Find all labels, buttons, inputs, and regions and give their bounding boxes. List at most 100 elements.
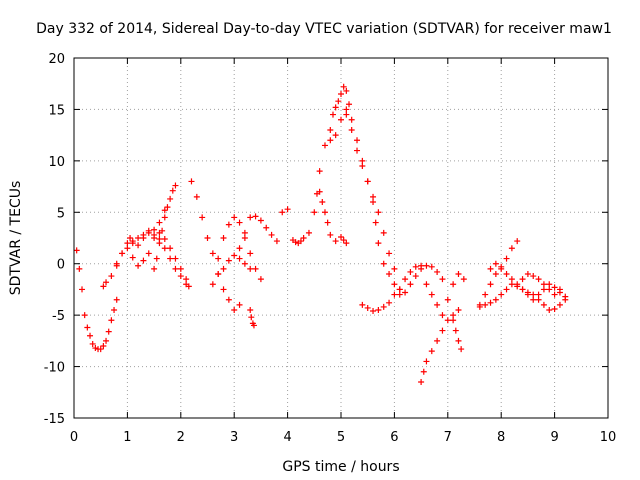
data-point: [439, 276, 446, 283]
data-point: [215, 271, 222, 277]
data-point: [129, 254, 136, 261]
x-axis-label: GPS time / hours: [282, 459, 399, 475]
data-point: [434, 301, 441, 308]
data-point: [159, 227, 166, 234]
data-point: [252, 265, 259, 272]
data-point: [402, 289, 409, 296]
data-point: [498, 291, 505, 298]
data-point: [482, 301, 489, 308]
data-point: [250, 322, 257, 329]
data-point: [391, 291, 398, 298]
data-point: [263, 224, 270, 231]
data-point: [257, 217, 264, 224]
data-point: [140, 231, 147, 238]
data-point: [423, 281, 430, 288]
y-tick-label: -10: [44, 361, 65, 376]
y-tick-label: -15: [44, 412, 65, 427]
data-point: [546, 281, 553, 288]
data-point: [167, 255, 174, 262]
data-point: [375, 240, 382, 247]
series-seg21: [476, 238, 521, 308]
data-point: [273, 238, 280, 245]
data-point: [177, 273, 184, 280]
data-point: [215, 255, 222, 262]
data-point: [562, 293, 569, 300]
data-point: [546, 307, 553, 313]
data-point: [172, 265, 179, 272]
data-point: [161, 245, 168, 252]
data-point: [455, 271, 462, 277]
series-seg22: [476, 281, 569, 313]
data-point: [434, 268, 441, 275]
data-point: [161, 207, 168, 214]
data-point: [188, 178, 195, 185]
data-point: [364, 178, 371, 185]
data-point: [169, 187, 176, 194]
data-point: [185, 283, 192, 290]
data-point: [300, 235, 307, 241]
data-point: [508, 245, 515, 252]
series-seg4: [129, 226, 192, 290]
data-point: [412, 263, 419, 270]
data-point: [108, 273, 115, 280]
data-point: [156, 219, 163, 226]
data-point: [530, 296, 537, 303]
data-point: [113, 260, 120, 267]
data-point: [161, 236, 168, 243]
data-point: [305, 229, 312, 236]
x-tick-label: 1: [123, 430, 131, 445]
data-point: [292, 239, 299, 246]
data-point: [343, 111, 350, 118]
data-point: [407, 268, 414, 275]
data-point: [100, 343, 107, 349]
data-point: [135, 262, 142, 269]
data-series: [73, 83, 569, 385]
data-point: [492, 296, 499, 303]
data-point: [257, 276, 264, 283]
data-point: [359, 157, 366, 164]
data-point: [156, 240, 163, 247]
series-seg7: [209, 214, 264, 288]
data-point: [380, 260, 387, 267]
series-seg9: [236, 206, 291, 252]
series-seg18: [418, 307, 462, 385]
series-seg8: [215, 252, 254, 277]
data-point: [407, 281, 414, 288]
data-point: [492, 260, 499, 267]
data-point: [321, 209, 328, 216]
data-point: [540, 301, 547, 308]
data-point: [135, 242, 142, 249]
data-point: [348, 127, 355, 133]
data-point: [524, 291, 531, 298]
data-point: [508, 276, 515, 283]
data-point: [492, 271, 499, 277]
data-point: [519, 276, 526, 283]
data-point: [92, 345, 99, 352]
data-point: [546, 286, 553, 293]
data-point: [324, 219, 331, 226]
data-point: [460, 276, 467, 283]
data-point: [113, 296, 120, 303]
x-tick-label: 2: [177, 430, 185, 445]
series-seg16: [359, 262, 425, 315]
data-point: [418, 265, 425, 272]
data-point: [354, 137, 361, 144]
data-point: [343, 87, 350, 94]
data-point: [172, 255, 179, 262]
data-point: [177, 265, 184, 272]
data-point: [327, 231, 334, 238]
data-point: [241, 260, 248, 267]
data-point: [420, 368, 427, 375]
data-point: [375, 209, 382, 216]
data-point: [551, 291, 558, 298]
data-point: [76, 265, 83, 272]
data-point: [423, 262, 430, 269]
data-point: [321, 142, 328, 149]
data-point: [423, 358, 430, 365]
data-point: [220, 286, 227, 293]
data-point: [284, 206, 291, 213]
data-point: [372, 219, 379, 226]
data-point: [455, 337, 462, 344]
data-point: [87, 332, 94, 339]
data-point: [231, 307, 238, 313]
